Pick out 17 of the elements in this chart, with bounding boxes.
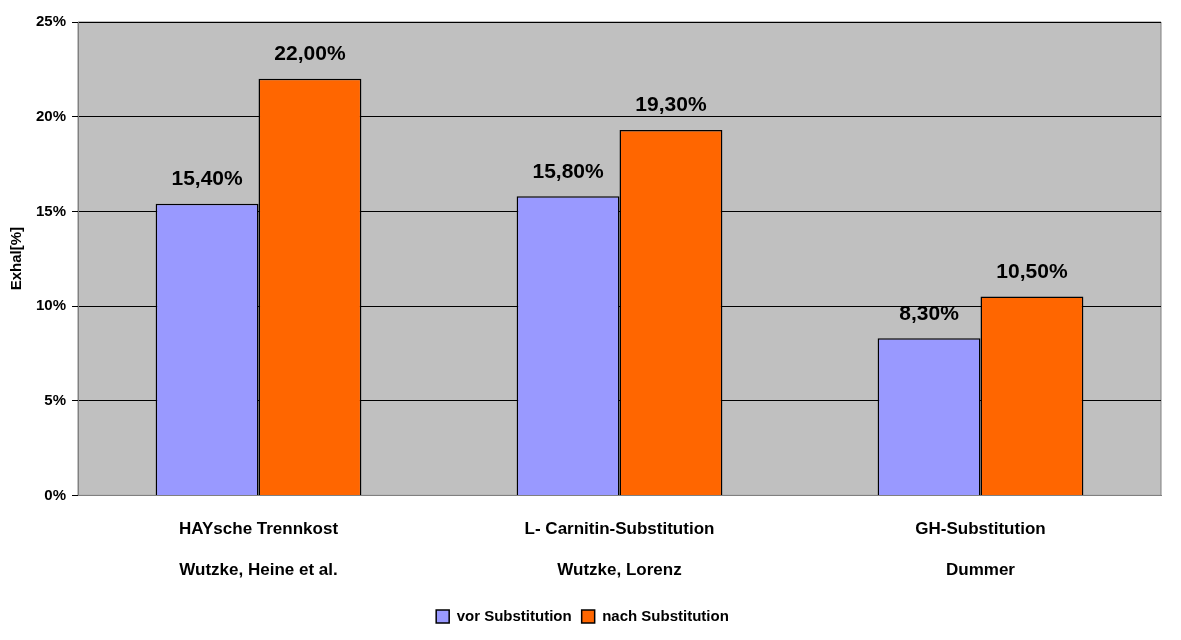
legend-label: vor Substitution [456, 606, 572, 624]
data-label: 15,40% [171, 166, 244, 190]
data-label: 10,50% [996, 258, 1068, 282]
y-tick-label: 20% [35, 106, 67, 124]
y-tick-label: 15% [35, 201, 67, 219]
y-axis-title: Exhal[%] [7, 227, 25, 291]
y-tick-label: 5% [44, 390, 67, 408]
category-label: L- Carnitin-Substitution Wutzke, Lorenz [524, 519, 715, 580]
legend-label: nach Substitution [602, 606, 729, 624]
category-label: HAYsche Trennkost Wutzke, Heine et al. [178, 519, 339, 580]
y-tick-label: 0% [44, 485, 67, 503]
data-label: 19,30% [635, 92, 707, 116]
data-label: 22,00% [274, 41, 346, 65]
data-label: 15,80% [532, 158, 604, 182]
category-label: GH-Substitution Dummer [915, 519, 1046, 580]
y-tick-label: 10% [35, 296, 67, 314]
y-tick-label: 25% [35, 12, 67, 30]
